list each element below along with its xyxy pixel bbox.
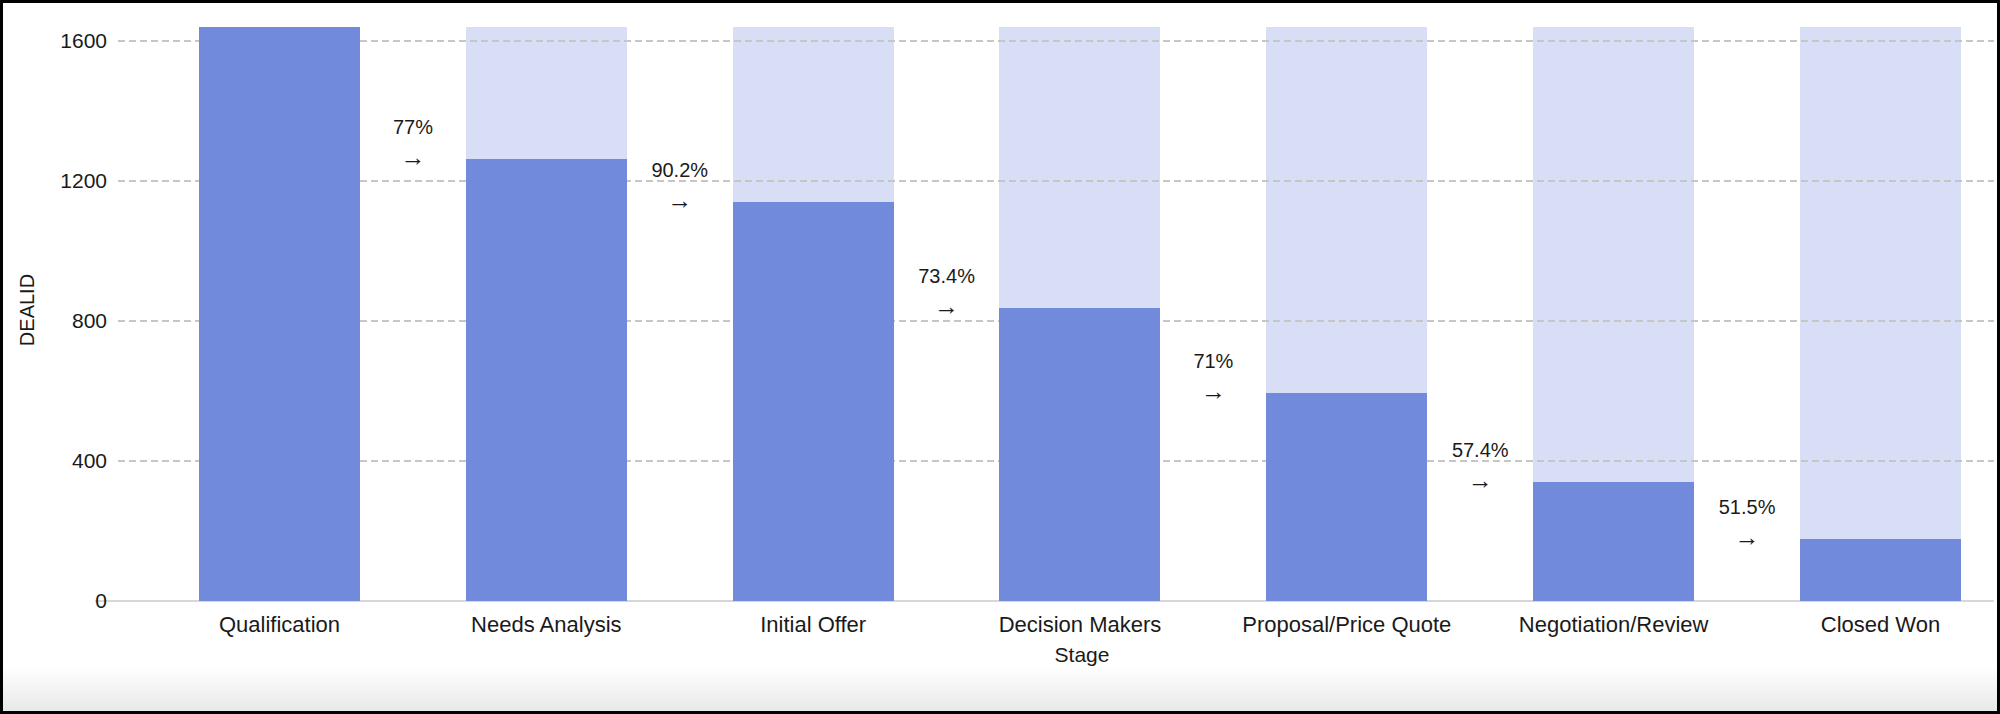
conversion-rate-proposal-price-quote: 71%	[1133, 349, 1293, 373]
bar-initial-offer[interactable]	[733, 202, 894, 601]
bar-needs-analysis[interactable]	[466, 159, 627, 601]
x-tick-negotiation-review: Negotiation/Review	[1484, 612, 1744, 638]
conversion-rate-decision-makers: 73.4%	[867, 264, 1027, 288]
x-tick-qualification: Qualification	[150, 612, 410, 638]
right-arrow-icon: →	[373, 144, 453, 170]
x-tick-initial-offer: Initial Offer	[683, 612, 943, 638]
x-tick-decision-makers: Decision Makers	[950, 612, 1210, 638]
y-tick-400: 400	[0, 448, 107, 474]
right-arrow-icon: →	[1173, 378, 1253, 404]
x-tick-proposal-price-quote: Proposal/Price Quote	[1217, 612, 1477, 638]
right-arrow-icon: →	[907, 293, 987, 319]
y-axis-title: DEALID	[16, 274, 39, 346]
right-arrow-icon: →	[1707, 524, 1787, 550]
x-tick-needs-analysis: Needs Analysis	[416, 612, 676, 638]
conversion-rate-negotiation-review: 57.4%	[1400, 438, 1560, 462]
y-tick-1600: 1600	[0, 28, 107, 54]
right-arrow-icon: →	[1440, 467, 1520, 493]
bar-qualification[interactable]	[199, 27, 360, 601]
conversion-rate-needs-analysis: 77%	[333, 115, 493, 139]
y-tick-1200: 1200	[0, 168, 107, 194]
bottom-fade-decoration	[3, 665, 1997, 711]
right-arrow-icon: →	[640, 187, 720, 213]
y-tick-0: 0	[0, 588, 107, 614]
bar-proposal-price-quote[interactable]	[1266, 393, 1427, 601]
bar-closed-won[interactable]	[1800, 539, 1961, 601]
conversion-rate-initial-offer: 90.2%	[600, 158, 760, 182]
x-axis-title: Stage	[1055, 643, 1110, 667]
x-tick-closed-won: Closed Won	[1750, 612, 2000, 638]
funnel-chart: 040080012001600QualificationNeeds Analys…	[0, 0, 2000, 714]
conversion-rate-closed-won: 51.5%	[1667, 495, 1827, 519]
